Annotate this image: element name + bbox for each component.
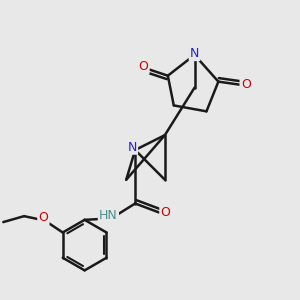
Text: N: N	[190, 47, 199, 60]
Text: O: O	[160, 206, 170, 219]
Text: O: O	[38, 211, 48, 224]
Text: O: O	[139, 60, 148, 73]
Text: O: O	[241, 78, 250, 91]
Text: N: N	[128, 140, 137, 154]
Text: HN: HN	[99, 209, 118, 222]
